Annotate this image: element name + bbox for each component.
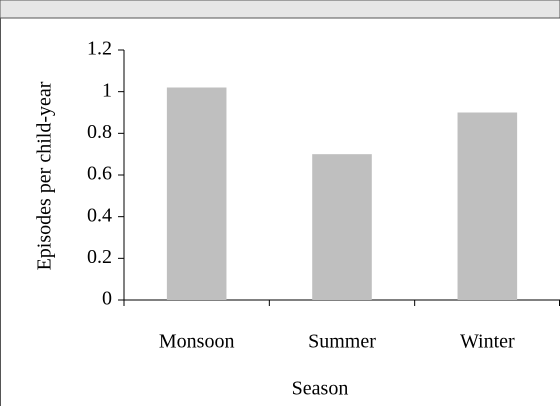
x-tick-label: Winter [460, 331, 515, 353]
bar [457, 112, 518, 300]
y-tick-label: 0 [102, 288, 112, 310]
x-axis-label: Season [292, 378, 349, 400]
y-tick-label: 0.8 [87, 121, 112, 143]
y-axis-label: Episodes per child-year [34, 81, 56, 270]
y-tick-label: 0.2 [87, 246, 112, 268]
y-tick-label: 1 [102, 79, 112, 101]
x-tick-label: Summer [308, 331, 376, 353]
header-band [0, 0, 560, 19]
y-tick-label: 0.6 [87, 163, 112, 185]
bar [166, 87, 227, 300]
y-tick-label: 1.2 [87, 38, 112, 60]
x-tick-label: Monsoon [159, 331, 235, 353]
bar [312, 154, 372, 300]
y-tick-label: 0.4 [87, 204, 112, 226]
